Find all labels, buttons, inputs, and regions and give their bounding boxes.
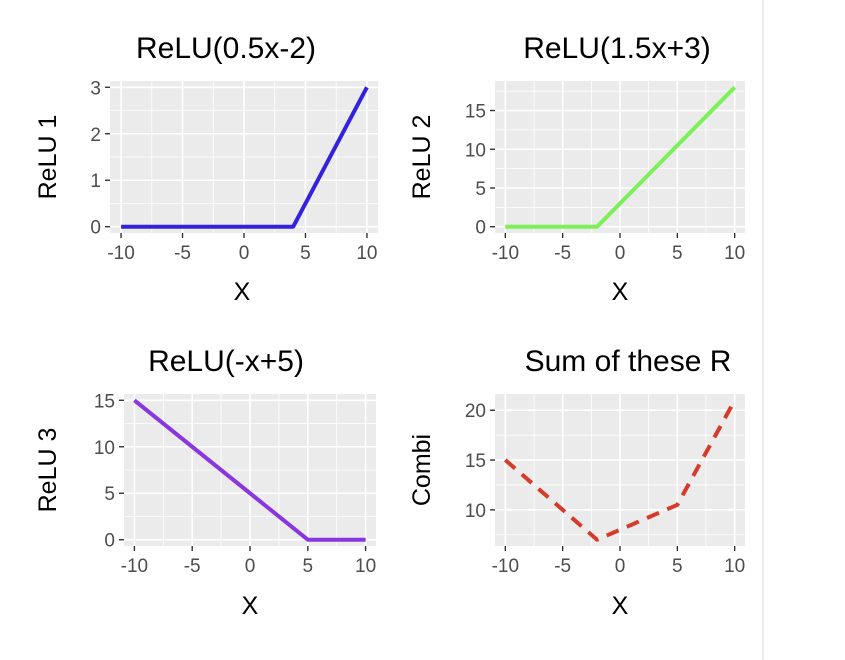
y-tick-label: 20	[465, 401, 486, 422]
x-axis-title: X	[612, 592, 629, 620]
y-tick-label: 15	[465, 451, 486, 472]
y-tick-label: 10	[465, 140, 486, 161]
x-tick-label: 10	[724, 556, 745, 577]
y-tick-label: 5	[104, 484, 115, 505]
y-tick-label: 3	[90, 78, 101, 99]
x-tick-label: 5	[672, 243, 683, 264]
x-tick-label: 10	[355, 556, 376, 577]
y-tick-label: 1	[90, 171, 101, 192]
x-tick-label: -10	[107, 243, 134, 264]
x-axis-title: X	[612, 278, 629, 306]
x-axis-title: X	[242, 592, 259, 620]
y-tick-label: 10	[465, 501, 486, 522]
x-tick-label: -10	[492, 556, 519, 577]
series-line-4	[503, 399, 737, 542]
x-tick-label: 0	[615, 243, 626, 264]
y-tick-label: 5	[475, 179, 486, 200]
y-tick-label: 10	[94, 438, 115, 459]
x-tick-label: -5	[554, 243, 571, 264]
panel-title: ReLU(0.5x-2)	[136, 32, 316, 65]
y-tick-label: 0	[475, 218, 486, 239]
y-tick-label: 15	[94, 391, 115, 412]
x-tick-label: 0	[615, 556, 626, 577]
x-tick-label: 0	[245, 556, 256, 577]
y-axis-title: ReLU 1	[34, 115, 62, 200]
y-tick-label: 15	[465, 102, 486, 123]
x-tick-label: 5	[303, 556, 314, 577]
panel-4: -10 -5 0 5 10 10 15 20 Sum of these R X Combi	[408, 345, 745, 620]
series-line-1	[121, 86, 369, 229]
y-tick-label: 0	[104, 531, 115, 552]
panel-title: ReLU(-x+5)	[148, 345, 304, 378]
x-tick-label: 5	[300, 243, 311, 264]
right-margin	[764, 0, 845, 660]
panel-title: ReLU(1.5x+3)	[523, 32, 711, 65]
series-line-3	[133, 398, 366, 542]
series-line-2	[505, 85, 737, 229]
x-tick-label: 10	[356, 243, 377, 264]
panel-title: Sum of these R	[525, 345, 732, 378]
y-tick-label: 0	[90, 218, 101, 239]
x-tick-label: -10	[492, 243, 519, 264]
panel-3: -10 -5 0 5 10 0 5 10 15 ReLU(-x+5) X ReLU 3	[34, 345, 376, 620]
y-tick-label: 2	[90, 125, 101, 146]
panel-1: -10 -5 0 5 10 0 1 2 3 ReLU(0.5x-2) X ReLU 1	[34, 32, 378, 306]
y-axis-title: Combi	[408, 434, 436, 506]
y-axis-title: ReLU 3	[34, 428, 62, 513]
x-tick-label: 10	[724, 243, 745, 264]
x-axis-title: X	[234, 278, 251, 306]
x-tick-label: -5	[554, 556, 571, 577]
panel-2: -10 -5 0 5 10 0 5 10 15 ReLU(1.5x+3) X ReLU 2	[408, 32, 745, 306]
x-tick-label: 0	[239, 243, 250, 264]
x-tick-label: -5	[174, 243, 191, 264]
x-tick-label: 5	[672, 556, 683, 577]
y-axis-title: ReLU 2	[408, 115, 436, 200]
x-tick-label: -5	[184, 556, 201, 577]
x-tick-label: -10	[121, 556, 148, 577]
